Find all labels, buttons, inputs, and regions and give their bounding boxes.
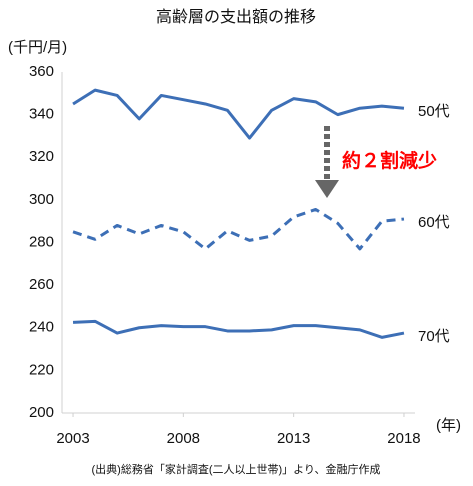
annotation: 約２割減少 <box>342 149 437 172</box>
y-tick-label: 300 <box>29 191 54 208</box>
x-axis-label: (年) <box>436 417 461 434</box>
y-tick-label: 200 <box>29 404 54 421</box>
x-tick-label: 2003 <box>56 430 89 447</box>
chart-title: 高齢層の支出額の推移 <box>156 8 316 26</box>
y-tick-label: 240 <box>29 319 54 336</box>
arrow <box>315 126 339 198</box>
y-tick-label: 280 <box>29 233 54 250</box>
x-tick-label: 2018 <box>387 430 420 447</box>
y-axis-label: (千円/月) <box>8 39 67 56</box>
y-tick-label: 220 <box>29 361 54 378</box>
series-line <box>72 319 405 339</box>
series-label: 70代 <box>418 328 450 345</box>
y-tick-label: 340 <box>29 106 54 123</box>
source-note: (出典)総務省「家計調査(二人以上世帯)」より、金融庁作成 <box>92 462 381 476</box>
y-tick-label: 320 <box>29 148 54 165</box>
series-label: 60代 <box>418 214 450 231</box>
y-tick-label: 360 <box>29 63 54 80</box>
series-label: 50代 <box>418 103 450 120</box>
series-line <box>72 207 405 251</box>
y-tick-label: 260 <box>29 276 54 293</box>
series-line <box>72 88 405 140</box>
x-tick-label: 2013 <box>277 430 310 447</box>
x-tick-label: 2008 <box>167 430 200 447</box>
